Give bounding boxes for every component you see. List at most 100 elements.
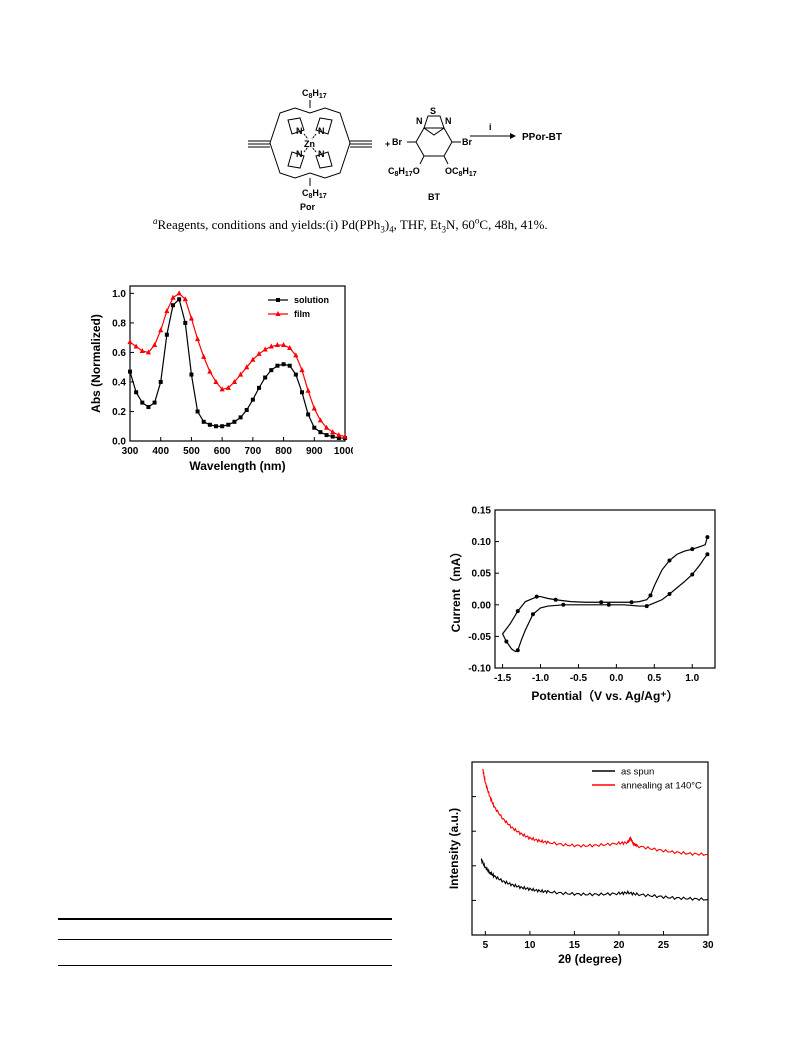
data-point [553,597,558,602]
data-point-solution [336,436,341,441]
data-point [534,594,539,599]
x-tick-label: 800 [275,446,292,457]
data-point-film [305,387,311,393]
data-point-film [164,308,170,314]
data-point-solution [146,405,151,410]
series-line-as-spun [480,858,709,902]
data-point-solution [300,390,304,395]
data-point [690,572,695,577]
data-point-film [213,378,219,384]
data-point [648,593,653,598]
bt-s-atom: S [430,106,436,116]
data-point-solution [232,419,237,424]
por-label: Por [300,202,316,212]
data-point [599,600,604,605]
x-tick-label: 10 [524,940,536,951]
x-tick-label: 30 [702,940,714,951]
data-point-film [274,342,281,348]
data-point-film [287,345,293,350]
x-tick-label: 700 [245,446,262,457]
data-point-solution [281,362,286,367]
bt-substituent-right: OC8H17 [445,166,477,178]
y-axis-label: Current（mA） [448,546,463,633]
data-point-solution [152,400,157,405]
xrd-chart: 5 10 15 20 25 30 2θ (degree) Intensity (a.u.) as… [447,761,714,966]
y-tick-label: 0.0 [112,437,126,448]
product-label: PPor-BT [522,132,562,143]
data-point-solution [226,422,231,427]
data-point [530,612,535,617]
caption-text: Reagents, conditions and yields:(i) Pd(P… [157,216,548,235]
x-tick-label: -1.0 [532,673,550,684]
series-line-annealed [482,768,709,857]
caption-superscript: a [153,216,158,226]
table-bottom-rule [58,965,392,966]
x-tick-label: 900 [306,446,323,457]
x-tick-label: 600 [214,446,231,457]
x-tick-label: -1.5 [494,673,512,684]
data-point-film [336,432,342,438]
x-tick-label: 300 [122,446,139,457]
cyclic-voltammetry-chart: -1.5 -1.0 -0.5 0.0 0.5 1.0 -0.10 -0.05 0.00 0.05 0… [448,506,716,703]
data-point-film [330,429,336,435]
data-point [561,602,566,607]
porphyrin-structure [248,107,372,186]
y-axis-label: Intensity (a.u.) [447,808,461,889]
data-point-film [237,371,244,377]
data-point-film [299,367,305,373]
data-point-solution [324,433,329,438]
data-point-film [207,368,213,374]
data-point-film [182,296,188,302]
x-axis-label: 2θ (degree) [558,952,622,966]
y-tick-label: -0.05 [468,632,491,643]
data-point-film [244,364,250,370]
data-point-solution [214,424,218,429]
data-point-solution [195,409,200,414]
reaction-scheme: C8H17 N N N N Zn C8H17 Por + S N N Br [248,88,562,212]
table-top-rule [58,918,392,920]
data-point-film [176,290,182,296]
legend-label: annealing at 140°C [621,781,702,792]
data-point [690,547,695,552]
data-point [629,600,634,605]
data-point-solution [269,368,274,373]
data-point-film [311,405,317,411]
bt-n-atom-2: N [445,116,452,126]
data-point-solution [140,400,145,405]
legend-label-film: film [294,309,310,319]
x-axis-label: Potential（V vs. Ag/Ag⁺） [531,688,678,703]
data-point-film [158,327,164,333]
data-point-film [127,339,133,345]
data-point-film [188,315,195,321]
y-tick-label: 0.15 [472,506,492,517]
data-point-film [201,353,207,359]
data-point-solution [250,397,255,402]
bt-substituent-left: C8H17O [388,166,420,178]
data-point [667,558,672,563]
por-metal: Zn [304,139,315,149]
por-n-atom-2: N [318,126,325,136]
data-point-solution [263,375,268,380]
data-point [644,604,649,609]
x-tick-label: 1.0 [685,673,699,684]
cv-curve [501,537,708,653]
data-point-solution [312,425,317,430]
data-point-film [151,342,158,348]
bt-structure [407,115,461,165]
data-point-film [250,356,256,362]
x-axis-label: Wavelength (nm) [189,459,285,473]
data-point-film [145,349,152,355]
data-point-solution [275,363,280,368]
x-tick-label: 25 [658,940,670,951]
data-point-film [256,350,262,356]
plot-frame [471,761,709,936]
data-point-solution [257,385,261,390]
por-top-substituent: C8H17 [302,88,327,100]
series-line-solution [129,298,345,439]
y-tick-label: 0.10 [472,537,492,548]
data-point [515,648,520,653]
y-tick-label: 1.0 [112,289,126,300]
y-tick-label: 0.2 [112,407,126,418]
data-point-solution [238,415,243,420]
plot-frame [129,285,346,442]
